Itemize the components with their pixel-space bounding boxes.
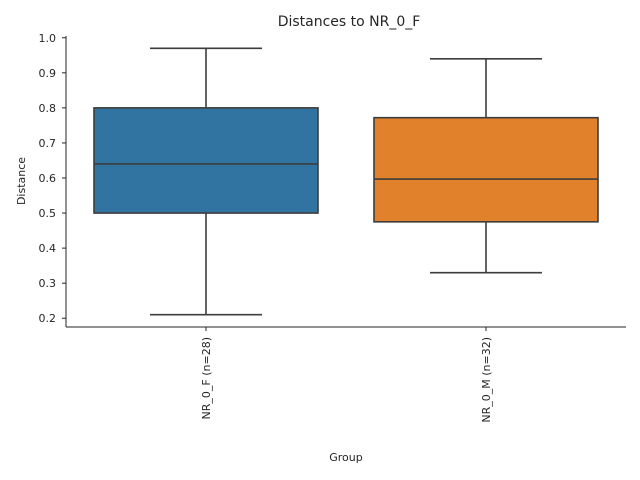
y-tick-label: 0.7 bbox=[39, 137, 57, 150]
plot-area bbox=[93, 47, 599, 316]
y-tick-label: 0.8 bbox=[39, 102, 57, 115]
box-group bbox=[373, 57, 599, 274]
y-tick-label: 0.3 bbox=[39, 277, 57, 290]
y-tick-label: 0.6 bbox=[39, 172, 57, 185]
x-tick-label: NR_0_F (n=28) bbox=[200, 337, 213, 419]
x-axis-ticks: NR_0_F (n=28) NR_0_M (n=32) bbox=[200, 327, 493, 423]
y-tick-label: 0.9 bbox=[39, 67, 57, 80]
y-tick-label: 0.2 bbox=[39, 312, 57, 325]
box-iqr bbox=[373, 116, 599, 223]
x-tick-label: NR_0_M (n=32) bbox=[480, 337, 493, 423]
y-tick-label: 1.0 bbox=[39, 32, 57, 45]
x-axis-label: Group bbox=[329, 451, 363, 464]
chart-title: Distances to NR_0_F bbox=[278, 14, 421, 30]
box-iqr bbox=[93, 107, 319, 214]
y-tick-label: 0.5 bbox=[39, 207, 57, 220]
y-axis-ticks: 0.2 0.3 0.4 0.5 0.6 0.7 0.8 0.9 1.0 bbox=[39, 32, 66, 325]
y-tick-label: 0.4 bbox=[39, 242, 57, 255]
y-axis-label: Distance bbox=[15, 157, 28, 205]
box-group bbox=[93, 47, 319, 316]
